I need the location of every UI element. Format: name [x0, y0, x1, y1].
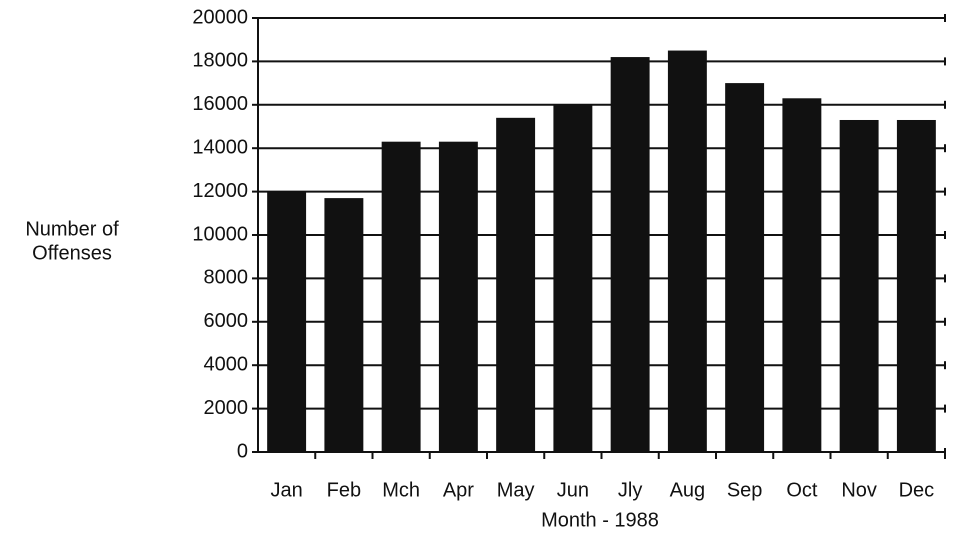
bar — [610, 57, 650, 453]
x-tick-label: Jly — [618, 479, 642, 501]
x-tick-label: Feb — [327, 479, 361, 501]
y-tick-label: 16000 — [192, 93, 248, 115]
x-tick-label: Mch — [382, 479, 420, 501]
y-tick-label: 2000 — [204, 397, 249, 419]
y-tick-label: 8000 — [204, 267, 249, 289]
bar — [381, 141, 421, 452]
bar — [553, 104, 593, 453]
bar — [324, 198, 364, 452]
y-axis-label: Offenses — [32, 242, 112, 264]
x-tick-label: Jun — [557, 479, 589, 501]
x-tick-label: Dec — [899, 479, 935, 501]
y-tick-label: 4000 — [204, 353, 249, 375]
y-axis-label: Number of — [25, 218, 119, 240]
bar — [839, 119, 879, 453]
y-tick-label: 12000 — [192, 180, 248, 202]
x-tick-label: Oct — [786, 479, 818, 501]
x-tick-label: Apr — [443, 479, 474, 501]
y-tick-label: 0 — [237, 440, 248, 462]
bar — [725, 83, 765, 452]
x-tick-label: Sep — [727, 479, 763, 501]
y-tick-label: 18000 — [192, 50, 248, 72]
bar — [496, 117, 536, 452]
bar — [267, 191, 307, 452]
bar — [438, 141, 478, 452]
x-tick-label: May — [497, 479, 535, 501]
bar — [782, 98, 822, 452]
x-axis-label: Month - 1988 — [541, 509, 659, 531]
y-tick-label: 6000 — [204, 310, 249, 332]
x-tick-label: Nov — [841, 479, 877, 501]
x-tick-label: Jan — [271, 479, 303, 501]
bar — [667, 50, 707, 453]
y-tick-label: 20000 — [192, 6, 248, 28]
y-tick-label: 10000 — [192, 223, 248, 245]
y-tick-label: 14000 — [192, 136, 248, 158]
bar — [896, 119, 936, 453]
x-tick-label: Aug — [670, 479, 706, 501]
